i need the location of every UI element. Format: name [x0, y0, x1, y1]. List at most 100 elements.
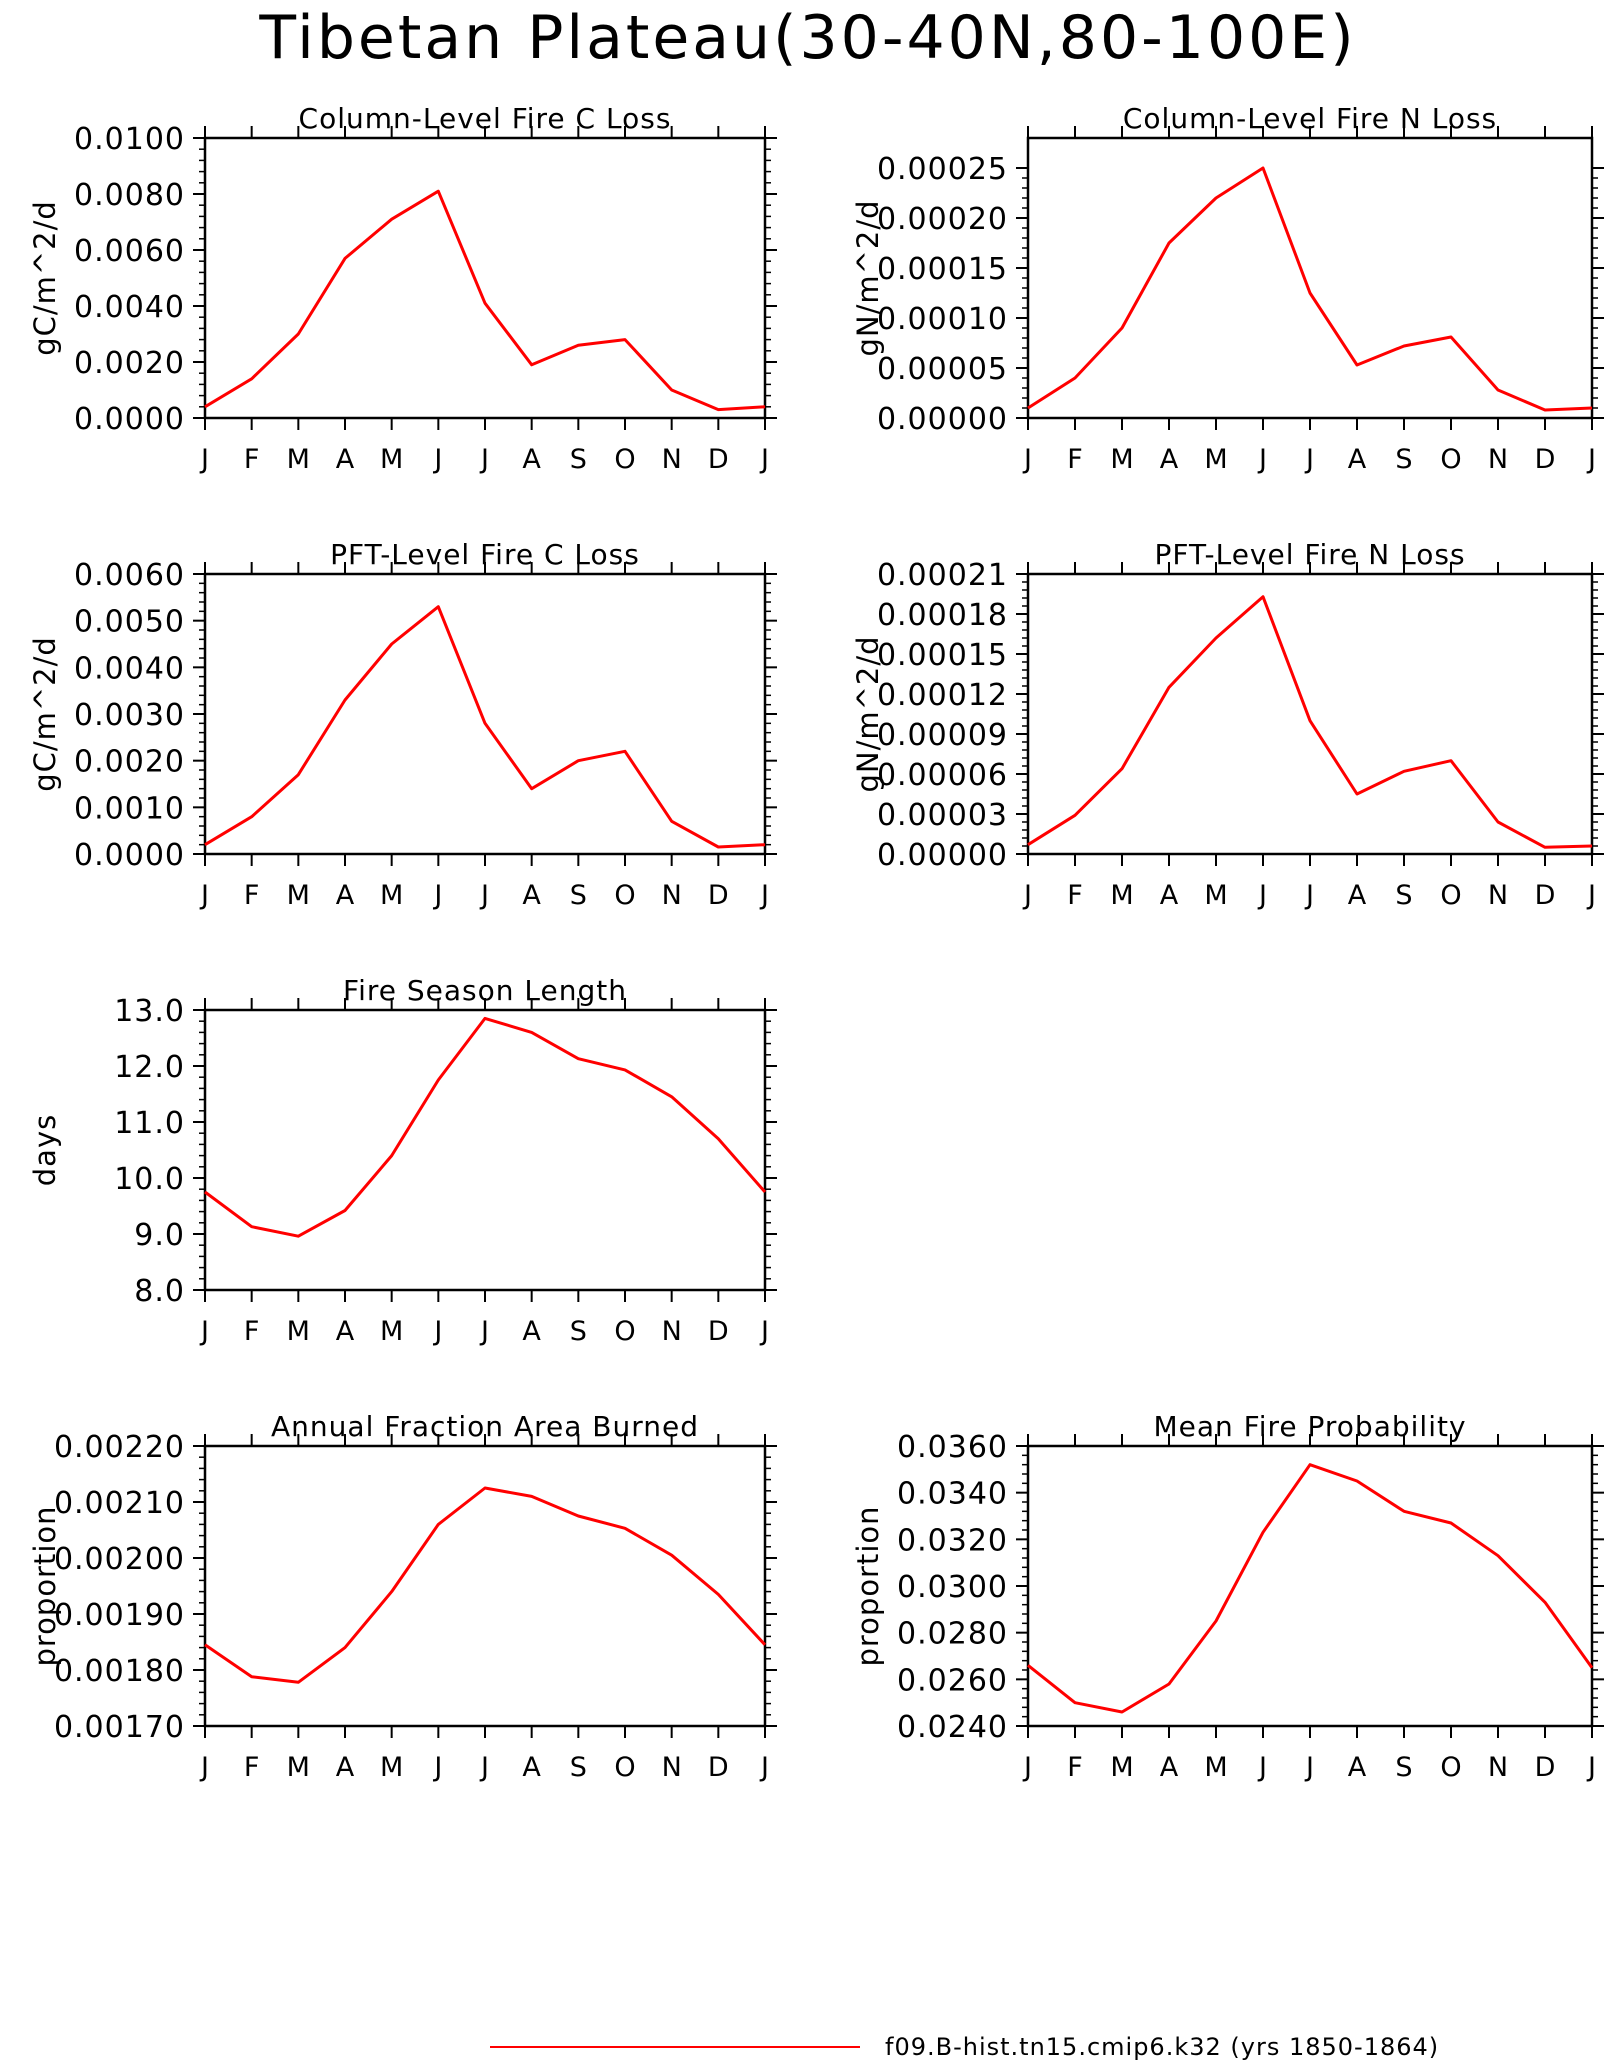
x-tick-label: J [759, 880, 769, 911]
y-tick-label: 12.0 [114, 1050, 185, 1085]
y-tick-label: 0.0060 [74, 558, 185, 593]
x-tick-label: N [662, 1752, 682, 1783]
y-tick-label: 9.0 [134, 1218, 185, 1253]
x-tick-label: N [1488, 880, 1508, 911]
x-tick-label: J [432, 880, 442, 911]
x-tick-label: N [662, 1316, 682, 1347]
x-tick-label: S [1395, 1752, 1412, 1783]
x-tick-label: J [1022, 880, 1032, 911]
y-tick-label: 0.00003 [877, 798, 1008, 833]
y-tick-label: 0.0100 [74, 122, 185, 157]
x-tick-label: D [1535, 444, 1556, 475]
y-tick-label: 0.00006 [877, 758, 1008, 793]
x-tick-label: A [522, 444, 541, 475]
x-tick-label: O [1440, 1752, 1461, 1783]
y-tick-label: 0.0040 [74, 290, 185, 325]
y-tick-label: 8.0 [134, 1274, 185, 1309]
x-tick-label: F [1067, 444, 1083, 475]
chart-panel: Annual Fraction Area Burnedproportion0.0… [28, 1410, 777, 1783]
x-tick-label: F [244, 1752, 260, 1783]
x-tick-label: S [1395, 444, 1412, 475]
plot-frame [203, 1008, 767, 1292]
y-axis-label: gN/m^2/d [851, 635, 885, 792]
x-tick-label: D [708, 880, 729, 911]
y-tick-label: 0.0040 [74, 651, 185, 686]
y-tick-label: 0.00025 [877, 152, 1008, 187]
x-tick-label: J [1586, 444, 1596, 475]
y-tick-label: 0.0000 [74, 402, 185, 437]
x-tick-label: J [432, 444, 442, 475]
x-tick-label: J [759, 444, 769, 475]
x-tick-label: J [199, 880, 209, 911]
plot-frame [1026, 1444, 1594, 1728]
x-tick-label: F [244, 880, 260, 911]
x-tick-label: J [479, 1752, 489, 1783]
data-series-line [204, 1016, 767, 1238]
x-tick-label: J [759, 1316, 769, 1347]
y-axis-label: days [28, 1114, 62, 1186]
x-tick-label: S [570, 444, 587, 475]
y-tick-label: 0.0010 [74, 791, 185, 826]
y-tick-label: 0.0020 [74, 346, 185, 381]
x-tick-label: A [1160, 880, 1179, 911]
data-series-line [1027, 595, 1593, 849]
y-tick-label: 0.00015 [877, 638, 1008, 673]
x-tick-label: O [614, 1316, 635, 1347]
x-tick-label: M [380, 1752, 403, 1783]
y-tick-label: 0.0340 [897, 1477, 1008, 1512]
x-tick-label: D [708, 444, 729, 475]
y-tick-label: 0.00005 [877, 352, 1008, 387]
y-axis-label: proportion [851, 1505, 885, 1666]
x-tick-label: J [432, 1752, 442, 1783]
figure-title: Tibetan Plateau(30-40N,80-100E) [258, 3, 1356, 73]
data-series-line [204, 605, 766, 849]
legend: f09.B-hist.tn15.cmip6.k32 (yrs 1850-1864… [490, 2033, 1438, 2061]
x-tick-label: M [380, 444, 403, 475]
x-tick-label: A [522, 1752, 541, 1783]
x-tick-label: M [287, 880, 310, 911]
x-tick-label: J [1304, 1752, 1314, 1783]
x-tick-label: J [199, 1752, 209, 1783]
plot-frame [203, 572, 767, 856]
x-tick-label: D [708, 1316, 729, 1347]
x-tick-label: A [336, 1752, 355, 1783]
y-tick-label: 0.0280 [897, 1617, 1008, 1652]
y-tick-label: 0.0240 [897, 1710, 1008, 1745]
x-tick-label: N [1488, 1752, 1508, 1783]
x-tick-label: N [1488, 444, 1508, 475]
chart-panel: Column-Level Fire C LossgC/m^2/d0.00000.… [28, 102, 777, 475]
x-tick-label: J [1586, 880, 1596, 911]
x-tick-label: S [570, 880, 587, 911]
y-tick-label: 11.0 [114, 1106, 185, 1141]
x-tick-label: J [1257, 1752, 1267, 1783]
y-axis-label: proportion [28, 1505, 62, 1666]
x-tick-label: M [1110, 444, 1133, 475]
y-tick-label: 0.00009 [877, 718, 1008, 753]
x-tick-label: J [1022, 1752, 1032, 1783]
x-tick-label: F [244, 1316, 260, 1347]
x-tick-label: O [614, 1752, 635, 1783]
x-tick-label: O [1440, 880, 1461, 911]
y-axis-label: gN/m^2/d [851, 199, 885, 356]
x-tick-label: M [380, 880, 403, 911]
x-tick-label: M [287, 1752, 310, 1783]
x-tick-label: N [662, 880, 682, 911]
x-tick-label: M [1204, 444, 1227, 475]
plot-frame [1026, 136, 1594, 420]
x-tick-label: J [199, 1316, 209, 1347]
x-tick-label: M [1110, 880, 1133, 911]
y-tick-label: 0.00000 [877, 838, 1008, 873]
y-tick-label: 13.0 [114, 994, 185, 1029]
x-tick-label: J [479, 880, 489, 911]
y-tick-label: 0.00210 [54, 1486, 185, 1521]
x-tick-label: S [570, 1316, 587, 1347]
y-tick-label: 0.0300 [897, 1570, 1008, 1605]
y-tick-label: 0.00010 [877, 302, 1008, 337]
y-tick-label: 0.00012 [877, 678, 1008, 713]
y-tick-label: 10.0 [114, 1162, 185, 1197]
y-tick-label: 0.00020 [877, 202, 1008, 237]
y-tick-label: 0.0360 [897, 1430, 1008, 1465]
x-tick-label: O [614, 444, 635, 475]
y-tick-label: 0.0030 [74, 698, 185, 733]
